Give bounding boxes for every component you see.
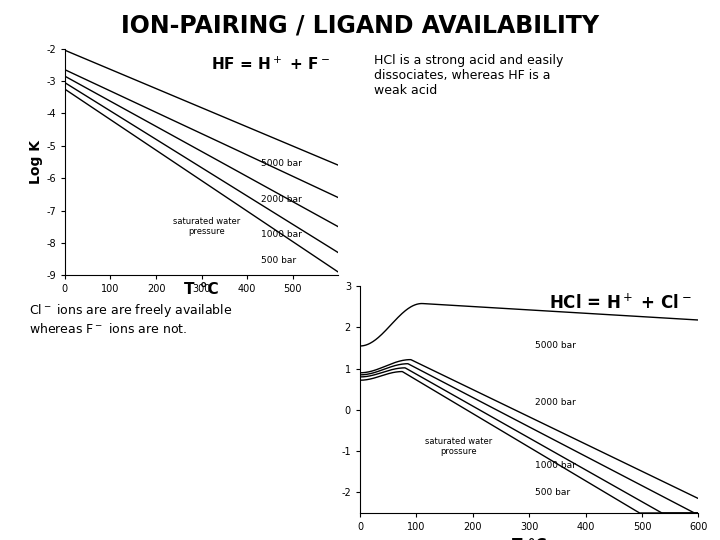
Text: 1000 bar: 1000 bar — [535, 461, 576, 470]
Text: 5000 bar: 5000 bar — [261, 159, 302, 168]
Text: HCl is a strong acid and easily
dissociates, whereas HF is a
weak acid: HCl is a strong acid and easily dissocia… — [374, 54, 564, 97]
X-axis label: T °C: T °C — [512, 538, 546, 540]
Text: 1000 bar: 1000 bar — [261, 231, 302, 239]
Text: HCl = H$^+$ + Cl$^-$: HCl = H$^+$ + Cl$^-$ — [549, 293, 692, 312]
Text: 2000 bar: 2000 bar — [261, 195, 302, 204]
Text: 500 bar: 500 bar — [535, 488, 570, 497]
Text: T °C: T °C — [184, 282, 219, 298]
Y-axis label: Log K: Log K — [30, 140, 43, 184]
Text: 500 bar: 500 bar — [261, 256, 296, 265]
Text: saturated water
prossure: saturated water prossure — [425, 437, 492, 456]
Text: saturated water
pressure: saturated water pressure — [173, 217, 240, 237]
Text: Cl$^-$ ions are are freely available
whereas F$^-$ ions are not.: Cl$^-$ ions are are freely available whe… — [29, 302, 233, 335]
Text: 2000 bar: 2000 bar — [535, 398, 575, 407]
Text: ION-PAIRING / LIGAND AVAILABILITY: ION-PAIRING / LIGAND AVAILABILITY — [121, 14, 599, 37]
Text: 5000 bar: 5000 bar — [535, 341, 576, 350]
Text: HF = H$^+$ + F$^-$: HF = H$^+$ + F$^-$ — [211, 56, 330, 73]
